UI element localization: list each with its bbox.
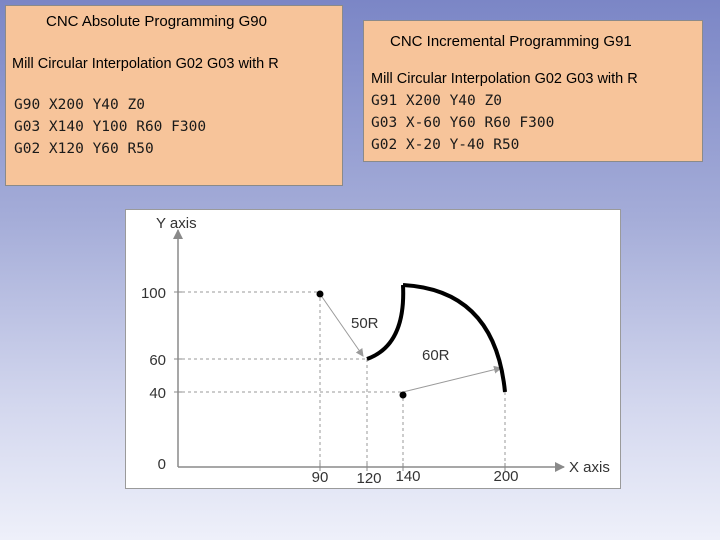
- x-tick-label: 90: [312, 469, 329, 486]
- absolute-code-line: G02 X120 Y60 R50: [14, 141, 154, 157]
- x-tick-label: 120: [356, 470, 381, 487]
- arc-center-point: [316, 290, 324, 298]
- diagram-svg: Y axis X axis 100 60 40 0 90 120 140 200: [141, 215, 610, 487]
- radius-60-label: 60R: [422, 347, 450, 364]
- arc-center-point: [399, 391, 407, 399]
- radius-60-line: [402, 365, 502, 393]
- absolute-programming-panel: CNC Absolute Programming G90 Mill Circul…: [5, 5, 343, 186]
- absolute-subtitle: Mill Circular Interpolation G02 G03 with…: [12, 56, 279, 72]
- y-axis-label: Y axis: [156, 215, 197, 232]
- y-tick-label: 0: [158, 456, 166, 473]
- absolute-title: CNC Absolute Programming G90: [46, 13, 267, 30]
- g03-arc-path: [402, 283, 507, 393]
- x-tick-label: 200: [493, 468, 518, 485]
- g02-arc-path: [366, 284, 406, 361]
- radius-50-line: [319, 293, 364, 357]
- incremental-title: CNC Incremental Programming G91: [390, 33, 632, 50]
- incremental-code-block: G91 X200 Y40 Z0 G03 X-60 Y60 R60 F300 G02 …: [371, 90, 554, 156]
- absolute-code-line: G90 X200 Y40 Z0: [14, 97, 145, 113]
- guide-lines: [182, 291, 506, 463]
- y-tick-label: 100: [141, 285, 166, 302]
- incremental-code-line: G91 X200 Y40 Z0: [371, 93, 502, 109]
- absolute-code-block: G90 X200 Y40 Z0 G03 X140 Y100 R60 F300 G02…: [14, 94, 206, 160]
- incremental-subtitle: Mill Circular Interpolation G02 G03 with…: [371, 71, 638, 87]
- x-tick-label: 140: [395, 468, 420, 485]
- circular-interpolation-diagram: Y axis X axis 100 60 40 0 90 120 140 200: [125, 209, 621, 489]
- y-tick-label: 40: [149, 385, 166, 402]
- radius-50-label: 50R: [351, 315, 379, 332]
- incremental-code-line: G02 X-20 Y-40 R50: [371, 137, 520, 153]
- x-axis-label: X axis: [569, 459, 610, 476]
- incremental-code-line: G03 X-60 Y60 R60 F300: [371, 115, 555, 131]
- y-tick-label: 60: [149, 352, 166, 369]
- absolute-code-line: G03 X140 Y100 R60 F300: [14, 119, 207, 135]
- incremental-programming-panel: CNC Incremental Programming G91 Mill Cir…: [363, 20, 703, 162]
